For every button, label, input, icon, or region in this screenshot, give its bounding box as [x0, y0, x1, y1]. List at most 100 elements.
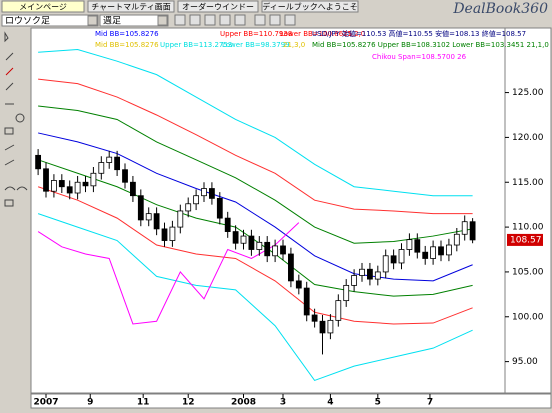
y-tick-label: 115.00 [512, 178, 544, 188]
icon[interactable] [4, 144, 15, 151]
candle-body [311, 314, 318, 322]
icon[interactable] [5, 52, 14, 61]
y-tick-label: 125.00 [512, 88, 544, 98]
candle-body [177, 210, 184, 228]
candle-body [122, 169, 128, 183]
icon[interactable] [219, 14, 231, 26]
y-tick-label: 100.00 [512, 312, 544, 322]
candle-body [193, 195, 200, 205]
icon[interactable] [284, 14, 296, 26]
candle-body [106, 156, 113, 163]
candle-body [303, 287, 310, 316]
x-tick-label: 2008 [231, 398, 256, 408]
y-tick-label: 105.00 [512, 267, 544, 277]
icon[interactable] [234, 14, 246, 26]
candle-body [280, 245, 286, 255]
period[interactable]: 週足 [103, 16, 121, 27]
tab-label[interactable]: チャートマルティ画面 [91, 3, 170, 12]
candle-body [374, 271, 381, 280]
tab[interactable] [177, 0, 259, 13]
tab-label[interactable]: オーダーウインドー [182, 2, 254, 12]
tab[interactable] [87, 0, 175, 13]
candle-body [232, 231, 239, 244]
dropdown-button[interactable] [157, 15, 168, 26]
candle-body [382, 255, 389, 273]
candle-body [398, 249, 405, 264]
legend-entry: Upper BB=113.2753 [160, 41, 232, 49]
last-price-label: 108.57 [510, 235, 542, 245]
icon[interactable] [4, 186, 16, 191]
candle-body [114, 156, 121, 171]
candle-body [74, 181, 81, 194]
icon[interactable] [174, 14, 186, 26]
icon[interactable] [254, 14, 266, 26]
icon[interactable] [5, 67, 14, 76]
band-line [38, 105, 473, 244]
icon[interactable] [4, 127, 14, 135]
candle-body [185, 203, 192, 212]
candle-body [58, 180, 65, 188]
legend-entry: Mid BB=105.8276 [95, 41, 159, 49]
legend-entry: Mid BB=105.8276 Upper BB=108.3102 Lower … [312, 41, 549, 49]
candle-body [90, 172, 97, 187]
tab-label[interactable]: メインページ [19, 3, 67, 12]
tab[interactable] [1, 0, 85, 13]
candle-body [66, 186, 73, 194]
candle-body [367, 268, 373, 280]
candle-body [51, 180, 57, 192]
candle-body [272, 245, 279, 257]
time-axis [30, 393, 552, 409]
x-tick-label: 4 [327, 398, 333, 408]
left-toolbar [4, 31, 28, 207]
band-line [37, 159, 473, 297]
x-tick-label: 7 [427, 398, 433, 408]
legend-entry: Mid BB=105.8276 [95, 30, 159, 38]
icon[interactable] [189, 14, 201, 26]
tab[interactable] [261, 0, 359, 13]
y-tick-label: 120.00 [512, 133, 544, 143]
candle-body [406, 239, 413, 250]
candle-body [359, 268, 365, 276]
y-tick-label: 95.00 [512, 357, 538, 367]
chart-type[interactable]: ロウソク足 [5, 16, 50, 27]
x-tick-label: 2007 [33, 398, 58, 408]
last-price-box [507, 233, 543, 246]
icon[interactable] [204, 14, 216, 26]
chart-type-select[interactable] [1, 14, 99, 27]
candle-body [35, 154, 42, 170]
candle-body [422, 251, 429, 259]
icon[interactable] [15, 113, 25, 123]
legend-entry: Chikou Span=108.5700 26 [372, 53, 467, 61]
x-tick-label: 3 [280, 398, 286, 408]
chikou-span [37, 222, 300, 325]
icon[interactable] [4, 199, 14, 207]
candle-body [343, 284, 350, 302]
period-select[interactable] [99, 14, 169, 27]
candle-body [201, 188, 207, 197]
icon[interactable] [269, 14, 281, 26]
candle-body [453, 233, 460, 246]
legend-entry: 21,3,0 [283, 41, 305, 49]
mid-band [37, 132, 473, 282]
candle-body [216, 197, 223, 219]
legend-entry: USD/JPY 始値=110.53 高値=110.55 安値=108.13 終値… [312, 29, 526, 38]
icon[interactable] [4, 159, 15, 166]
band-line [38, 49, 473, 197]
tab-label[interactable]: ディールブックへようこそ [262, 2, 357, 12]
candle-body [153, 213, 160, 230]
icon[interactable] [16, 186, 28, 191]
candle-body [145, 213, 152, 221]
candle-body [161, 228, 168, 241]
dropdown-button[interactable] [87, 15, 98, 26]
price-axis [504, 27, 552, 394]
icon[interactable] [5, 82, 14, 91]
candle-body [438, 246, 444, 256]
candle-body [295, 280, 302, 289]
icon[interactable] [4, 31, 9, 43]
x-tick-label: 9 [87, 398, 93, 408]
candle-body [264, 241, 271, 257]
legend-entry: Upper BB=110.7938 [220, 30, 292, 38]
candle-body [130, 181, 136, 197]
candle-body [319, 320, 326, 334]
